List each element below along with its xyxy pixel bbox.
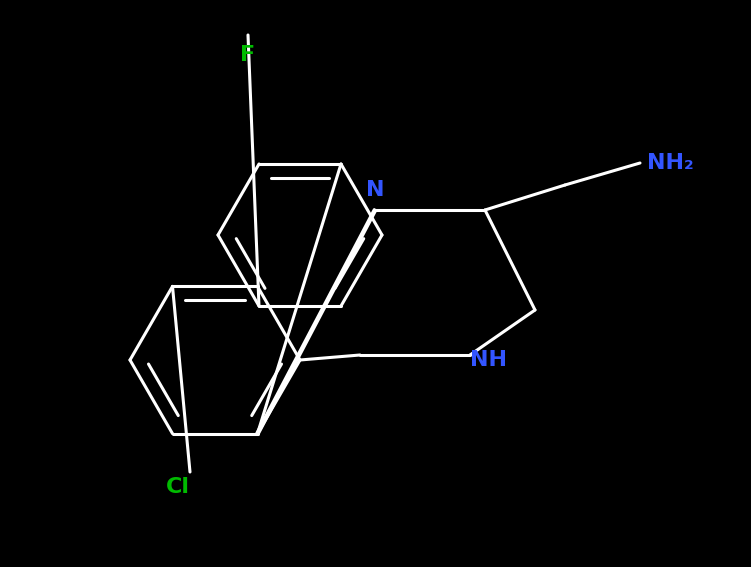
Text: NH: NH	[469, 350, 506, 370]
Text: F: F	[240, 45, 255, 65]
Text: N: N	[366, 180, 385, 200]
Text: Cl: Cl	[166, 477, 190, 497]
Text: NH₂: NH₂	[647, 153, 693, 173]
